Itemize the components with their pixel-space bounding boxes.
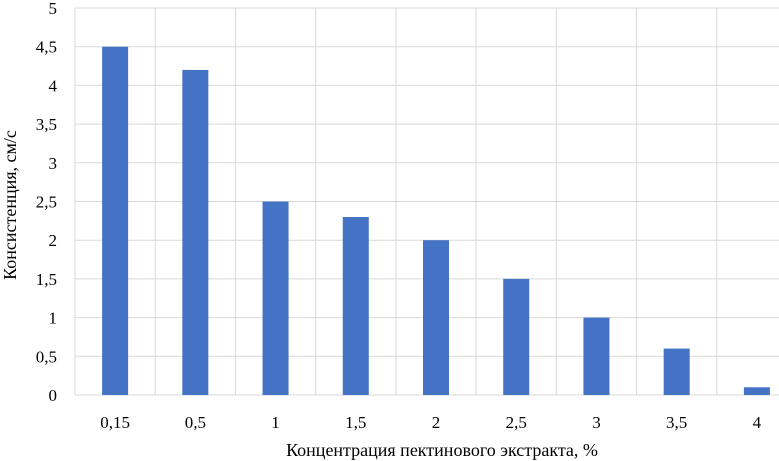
bar <box>182 69 209 396</box>
y-tick-label: 4 <box>49 76 58 95</box>
x-tick-label: 2,5 <box>506 413 527 432</box>
bars-layer <box>102 46 770 396</box>
x-axis-tick-labels: 0,15 0,5 1 1,5 2 2,5 3 3,5 4 <box>100 413 761 432</box>
x-tick-label: 1 <box>271 413 280 432</box>
x-tick-label: 2 <box>432 413 441 432</box>
y-axis-tick-labels: 0 0,5 1 1,5 2 2,5 3 3,5 4 4,5 5 <box>36 0 58 405</box>
x-tick-label: 0,15 <box>100 413 130 432</box>
y-tick-label: 3 <box>49 154 58 173</box>
bar <box>342 216 369 395</box>
bar <box>583 317 610 395</box>
y-tick-label: 2 <box>49 231 58 250</box>
x-tick-label: 0,5 <box>185 413 206 432</box>
bar <box>262 201 289 395</box>
y-tick-label: 3,5 <box>36 115 57 134</box>
x-tick-label: 1,5 <box>345 413 366 432</box>
x-axis-title: Концентрация пектинового экстракта, % <box>286 440 598 460</box>
y-axis-title: Консистенция, см/с <box>0 130 20 280</box>
bar <box>423 240 449 395</box>
y-tick-label: 1,5 <box>36 270 57 289</box>
y-tick-label: 5 <box>49 0 58 18</box>
y-tick-label: 2,5 <box>36 193 57 212</box>
y-tick-label: 0 <box>49 386 58 405</box>
x-tick-label: 3,5 <box>666 413 687 432</box>
bar <box>102 46 129 395</box>
bar <box>503 278 530 395</box>
y-tick-label: 4,5 <box>36 38 57 57</box>
y-tick-label: 0,5 <box>36 347 57 366</box>
bar <box>663 348 690 395</box>
y-tick-label: 1 <box>49 309 58 328</box>
bar <box>743 387 770 395</box>
x-tick-label: 3 <box>592 413 601 432</box>
x-tick-label: 4 <box>753 413 762 432</box>
